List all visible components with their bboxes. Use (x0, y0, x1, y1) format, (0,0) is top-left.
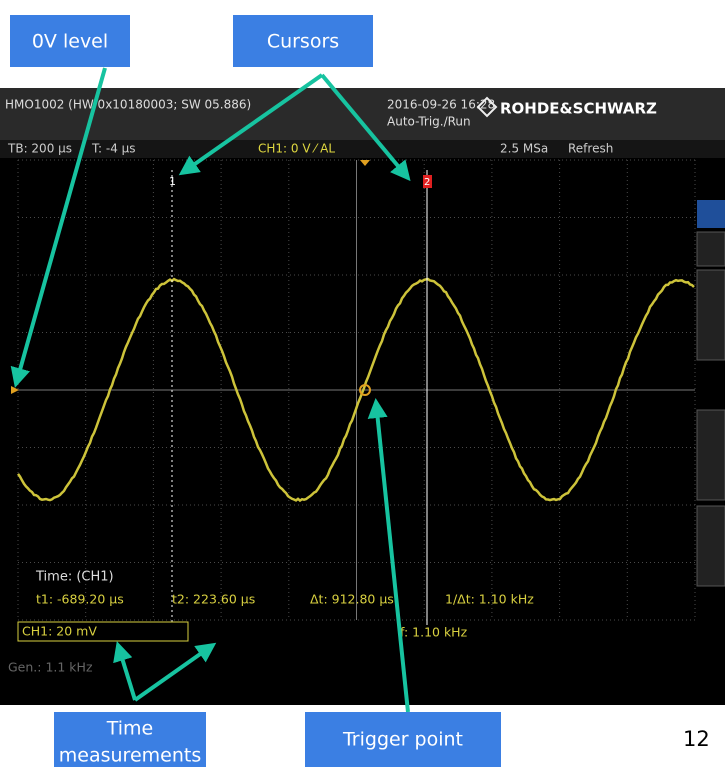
slide: HMO1002 (HW 0x10180003; SW 05.886) 2016-… (0, 0, 725, 767)
channel-scale: CH1: 20 mV (22, 624, 97, 639)
side-menu-item (697, 270, 725, 360)
callout-time: Time (106, 718, 154, 740)
device-id: HMO1002 (HW 0x10180003; SW 05.886) (5, 98, 251, 112)
slide-number: 12 (683, 727, 710, 751)
side-menu-item (697, 232, 725, 266)
sample-rate: 2.5 MSa (500, 142, 548, 156)
frequency: f: 1.10 kHz (400, 625, 468, 640)
cursor-label: 2 (424, 177, 430, 188)
callout-zero-level: 0V level (32, 31, 108, 53)
callout-cursors: Cursors (267, 31, 339, 53)
measurement-title: Time: (CH1) (35, 570, 114, 585)
trigger-time: T: -4 µs (91, 142, 136, 156)
channel-trigger: CH1: 0 V ⁄ AL (258, 142, 335, 156)
measurement-dt: Δt: 912.80 µs (310, 592, 394, 607)
side-menu-item (697, 200, 725, 228)
measurement-inv-dt: 1/Δt: 1.10 kHz (445, 592, 534, 607)
side-menu-item (697, 410, 725, 500)
generator: Gen.: 1.1 kHz (8, 660, 93, 675)
brand: ROHDE&SCHWARZ (500, 100, 657, 118)
side-menu-item (697, 506, 725, 586)
trigger-mode: Auto-Trig./Run (387, 115, 471, 129)
timebase: TB: 200 µs (7, 142, 72, 156)
acquisition: Refresh (568, 142, 613, 156)
measurement-t2: t2: 223.60 µs (172, 592, 255, 607)
cursor-label: 1 (169, 175, 176, 188)
datetime: 2016-09-26 16:28 (387, 98, 495, 112)
measurement-t1: t1: -689.20 µs (36, 592, 124, 607)
callout-trigger: Trigger point (342, 729, 463, 751)
callout-time: measurements (59, 745, 201, 767)
